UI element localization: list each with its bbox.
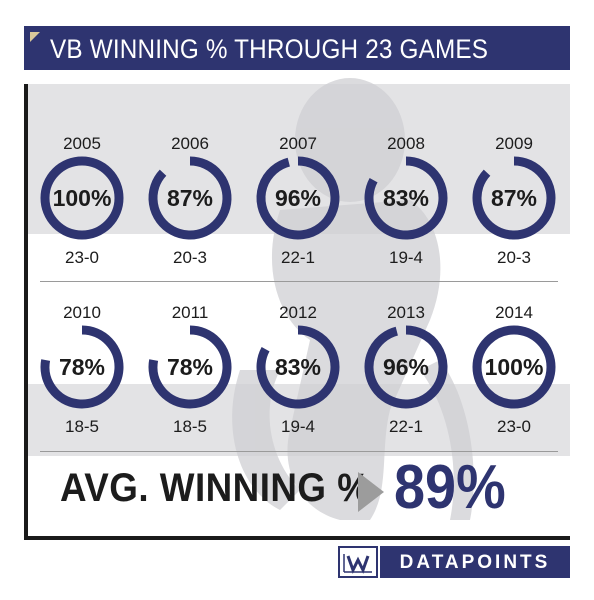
percent-label: 78% <box>59 354 105 380</box>
title-bar: VB WINNING % THROUGH 23 GAMES <box>24 26 570 70</box>
percent-label: 100% <box>53 185 112 211</box>
percent-label: 96% <box>383 354 429 380</box>
record-label: 23-0 <box>497 417 531 436</box>
corner-triangle-icon <box>30 32 40 42</box>
donut-ring <box>148 325 232 409</box>
year-label: 2009 <box>495 134 533 153</box>
record-label: 22-1 <box>281 248 315 267</box>
datapoints-logo-icon <box>338 546 378 578</box>
donut-ring <box>472 156 556 240</box>
footer-bar: DATAPOINTS <box>380 546 570 578</box>
year-label: 2012 <box>279 303 317 322</box>
percent-label: 87% <box>491 185 537 211</box>
percent-label: 87% <box>167 185 213 211</box>
avg-label: AVG. WINNING % <box>60 466 371 510</box>
donut-2011: 2011 78% 18-5 <box>148 303 232 436</box>
donut-ring <box>364 325 448 409</box>
donut-2012: 2012 83% 19-4 <box>256 303 340 436</box>
donut-2008: 2008 83% 19-4 <box>364 134 448 267</box>
record-label: 18-5 <box>173 417 207 436</box>
donut-2014: 2014 100% 23-0 <box>472 303 556 436</box>
percent-label: 78% <box>167 354 213 380</box>
year-label: 2014 <box>495 303 533 322</box>
donut-2010: 2010 78% 18-5 <box>40 303 124 436</box>
donut-2007: 2007 96% 22-1 <box>256 134 340 267</box>
year-label: 2005 <box>63 134 101 153</box>
percent-label: 83% <box>275 354 321 380</box>
brand-name: DATAPOINTS <box>399 552 551 573</box>
record-label: 20-3 <box>173 248 207 267</box>
panel-left-border <box>24 84 28 540</box>
record-label: 19-4 <box>389 248 423 267</box>
year-label: 2008 <box>387 134 425 153</box>
record-label: 20-3 <box>497 248 531 267</box>
row-divider <box>40 451 558 452</box>
percent-label: 100% <box>485 354 544 380</box>
donut-2009: 2009 87% 20-3 <box>472 134 556 267</box>
donut-2005: 2005 100% 23-0 <box>40 134 124 267</box>
donut-2006: 2006 87% 20-3 <box>148 134 232 267</box>
record-label: 23-0 <box>65 248 99 267</box>
arrow-right-icon <box>358 472 384 512</box>
donut-ring <box>472 325 556 409</box>
row-divider <box>40 281 558 282</box>
year-label: 2011 <box>172 303 209 322</box>
record-label: 22-1 <box>389 417 423 436</box>
donut-ring <box>40 156 124 240</box>
donut-ring <box>364 156 448 240</box>
donut-2013: 2013 96% 22-1 <box>364 303 448 436</box>
year-label: 2013 <box>387 303 425 322</box>
page-title: VB WINNING % THROUGH 23 GAMES <box>50 34 489 64</box>
donut-ring <box>256 325 340 409</box>
donut-ring <box>40 325 124 409</box>
panel-bottom-border <box>24 536 570 540</box>
record-label: 19-4 <box>281 417 315 436</box>
year-label: 2010 <box>63 303 101 322</box>
percent-label: 83% <box>383 185 429 211</box>
avg-value: 89% <box>394 453 506 522</box>
donut-ring <box>148 156 232 240</box>
percent-label: 96% <box>275 185 321 211</box>
year-label: 2006 <box>171 134 209 153</box>
donut-ring <box>256 156 340 240</box>
year-label: 2007 <box>279 134 317 153</box>
record-label: 18-5 <box>65 417 99 436</box>
